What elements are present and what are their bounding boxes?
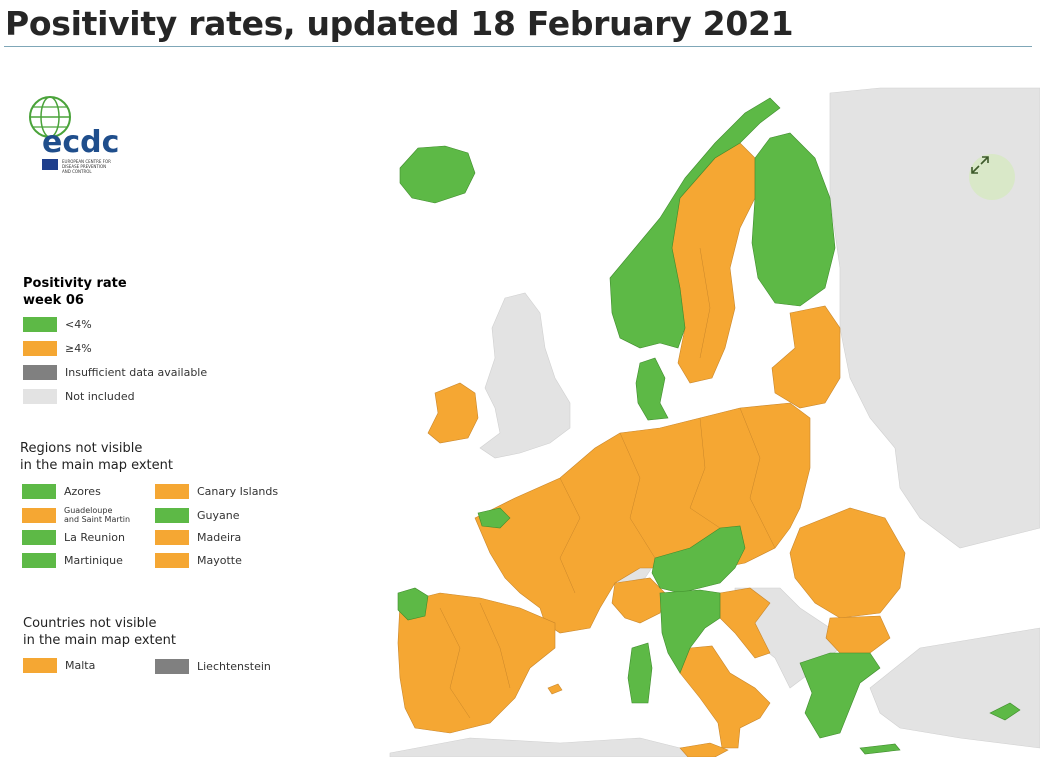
expand-arrows-icon xyxy=(971,156,989,174)
croatia xyxy=(719,587,771,659)
green-swatch xyxy=(23,317,57,332)
expand-map-button[interactable] xyxy=(969,154,1015,200)
italy-north-west xyxy=(611,577,666,624)
logo-wordmark: ecdc xyxy=(42,125,119,160)
region-canary-islands: Canary Islands xyxy=(155,484,278,499)
finland xyxy=(751,132,836,307)
denmark xyxy=(635,357,669,421)
region-guadeloupe: Guadeloupe and Saint Martin xyxy=(22,506,130,524)
bulgaria xyxy=(825,615,891,654)
svg-text:EUROPEAN CENTRE FOR: EUROPEAN CENTRE FOR xyxy=(62,159,111,164)
great-britain xyxy=(479,292,571,459)
map-area xyxy=(0,48,1040,757)
iberian-peninsula xyxy=(397,592,556,734)
romania xyxy=(789,507,906,619)
country-liechtenstein: Liechtenstein xyxy=(155,659,271,674)
italy-south xyxy=(679,645,771,749)
russia-region xyxy=(829,87,1040,549)
baltic-states xyxy=(771,305,841,409)
orange-regions xyxy=(397,142,906,757)
orange-swatch xyxy=(23,341,57,356)
region-la-reunion: La Reunion xyxy=(22,530,125,545)
legend-item-high: ≥4% xyxy=(23,341,92,356)
galicia xyxy=(397,587,429,621)
legend-title: Positivity rate week 06 xyxy=(23,276,127,308)
brittany xyxy=(477,507,511,529)
ecdc-logo: ecdc EUROPEAN CENTRE FOR DISEASE PREVENT… xyxy=(22,92,132,178)
svg-text:DISEASE PREVENTION: DISEASE PREVENTION xyxy=(62,164,106,169)
countries-section-title: Countries not visible in the main map ex… xyxy=(23,616,176,648)
grey-swatch xyxy=(23,365,57,380)
light-grey-swatch xyxy=(23,389,57,404)
ecdc-globe-icon: ecdc EUROPEAN CENTRE FOR DISEASE PREVENT… xyxy=(29,96,119,174)
turkey xyxy=(869,627,1040,749)
region-guyane: Guyane xyxy=(155,508,240,523)
country-malta: Malta xyxy=(23,658,95,673)
green-regions xyxy=(397,97,1021,755)
legend-item-not-included: Not included xyxy=(23,389,135,404)
austria xyxy=(651,525,746,594)
regions-section-title: Regions not visible in the main map exte… xyxy=(20,441,173,473)
cyprus xyxy=(989,702,1021,721)
region-martinique: Martinique xyxy=(22,553,123,568)
crete xyxy=(859,743,901,755)
region-madeira: Madeira xyxy=(155,530,241,545)
svg-text:AND CONTROL: AND CONTROL xyxy=(62,169,92,174)
balearic-islands xyxy=(547,683,563,695)
ireland xyxy=(427,382,479,444)
region-boundaries xyxy=(439,247,776,719)
iceland xyxy=(399,145,476,204)
italy-north xyxy=(659,589,721,674)
legend-item-low: <4% xyxy=(23,317,92,332)
norway xyxy=(609,97,781,349)
north-africa xyxy=(389,737,701,757)
region-azores: Azores xyxy=(22,484,101,499)
europe-map xyxy=(389,87,1040,757)
region-mayotte: Mayotte xyxy=(155,553,242,568)
sicily xyxy=(679,742,729,757)
page-title: Positivity rates, updated 18 February 20… xyxy=(5,4,794,43)
title-divider xyxy=(4,46,1032,47)
greece xyxy=(799,652,881,739)
sardinia-corsica xyxy=(627,642,653,704)
legend-item-insufficient: Insufficient data available xyxy=(23,365,207,380)
